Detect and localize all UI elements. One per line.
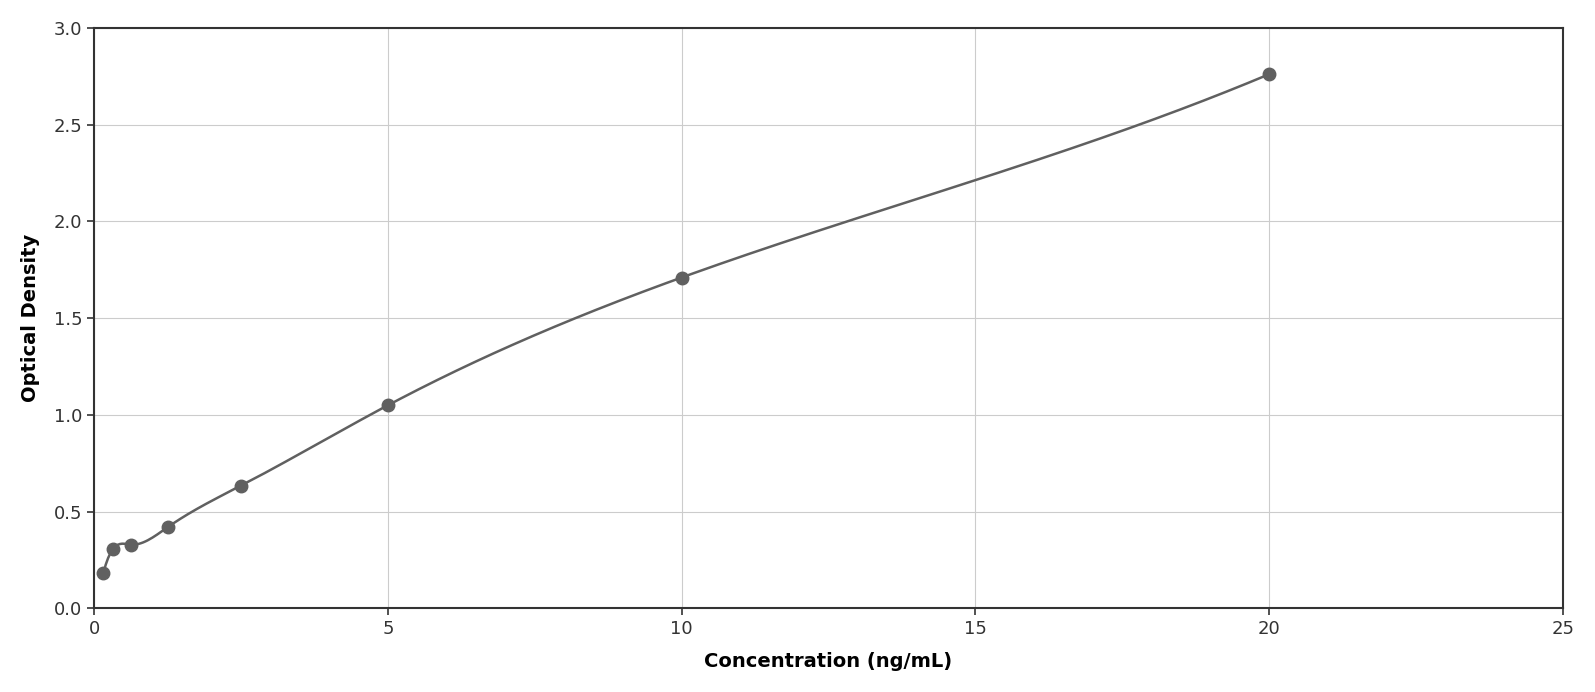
X-axis label: Concentration (ng/mL): Concentration (ng/mL)	[705, 652, 952, 671]
Point	[668, 272, 694, 283]
Point	[375, 400, 400, 411]
Y-axis label: Optical Density: Optical Density	[21, 234, 40, 402]
Point	[100, 544, 126, 555]
Point	[91, 567, 116, 579]
Point	[155, 522, 180, 533]
Point	[118, 539, 144, 550]
Point	[228, 480, 254, 491]
Point	[1257, 69, 1282, 80]
